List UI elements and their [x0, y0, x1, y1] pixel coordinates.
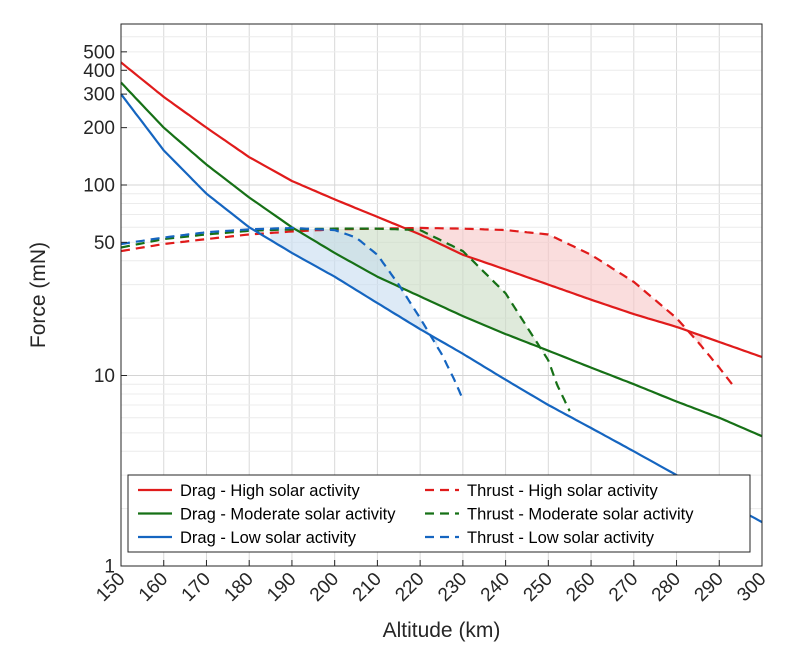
legend-label: Drag - Moderate solar activity	[180, 506, 396, 524]
legend-label: Drag - High solar activity	[180, 482, 360, 500]
series-line	[120, 226, 733, 385]
y-tick-label: 200	[83, 118, 115, 139]
legend-label: Drag - Low solar activity	[180, 529, 357, 547]
legend-label: Thrust - Moderate solar activity	[467, 506, 694, 524]
y-axis-label: Force (mN)	[27, 242, 50, 348]
legend: Drag - High solar activity Thrust - High …	[127, 474, 751, 553]
y-tick-label: 50	[94, 233, 115, 254]
series-line	[120, 93, 763, 524]
legend-label: Thrust - High solar activity	[467, 482, 658, 500]
y-tick-label: 10	[94, 366, 115, 387]
legend-box	[127, 474, 751, 553]
series-line	[120, 61, 763, 359]
x-axis-label: Altitude (km)	[383, 619, 501, 642]
y-tick-label: 300	[83, 85, 115, 106]
series-line	[120, 227, 571, 412]
series-lines	[120, 61, 763, 524]
series-line	[120, 81, 763, 438]
y-tick-label: 100	[83, 175, 115, 196]
y-tick-label: 400	[83, 61, 115, 82]
series-line	[120, 226, 464, 400]
legend-label: Thrust - Low solar activity	[467, 529, 655, 547]
plot-frame	[120, 23, 763, 567]
y-tick-label: 500	[83, 42, 115, 63]
y-tick-label: 1	[104, 557, 115, 578]
